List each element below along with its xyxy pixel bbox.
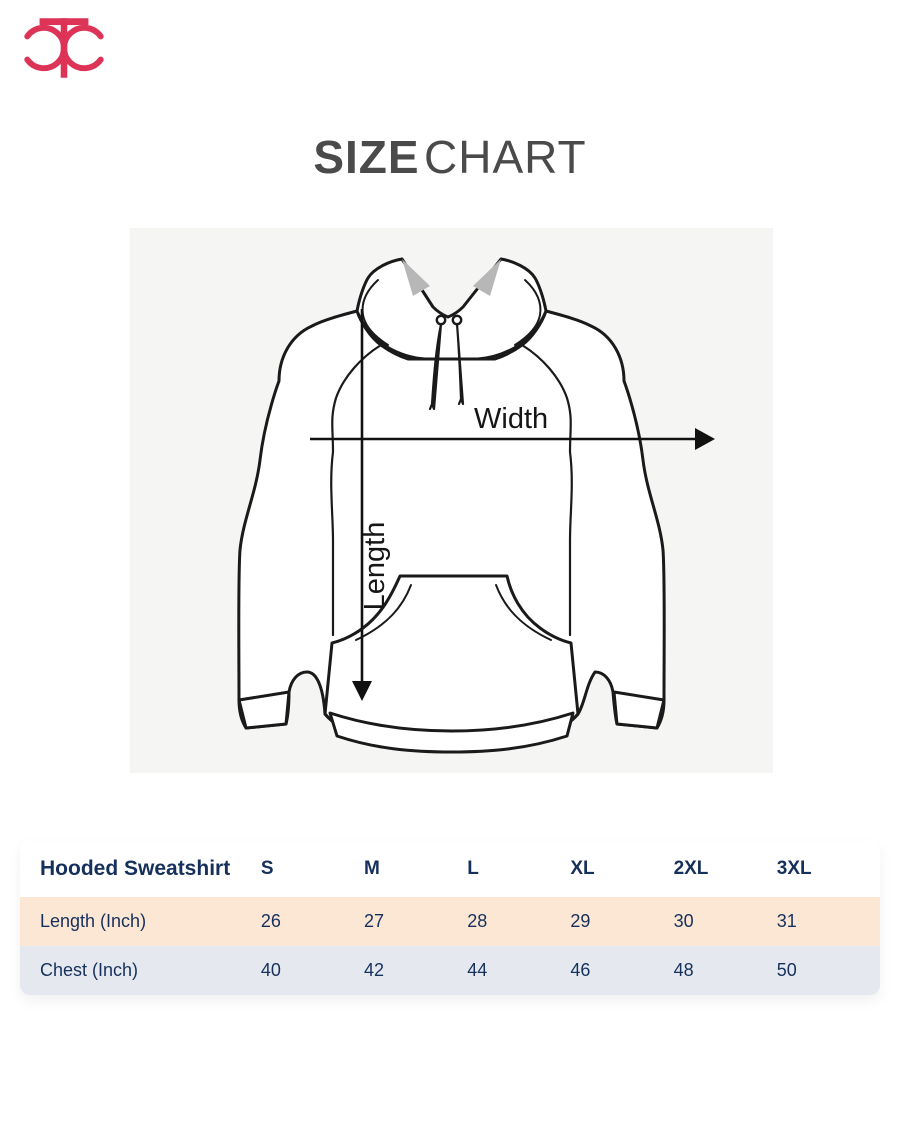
svg-text:Length: Length	[359, 522, 391, 611]
svg-text:Width: Width	[474, 403, 548, 435]
